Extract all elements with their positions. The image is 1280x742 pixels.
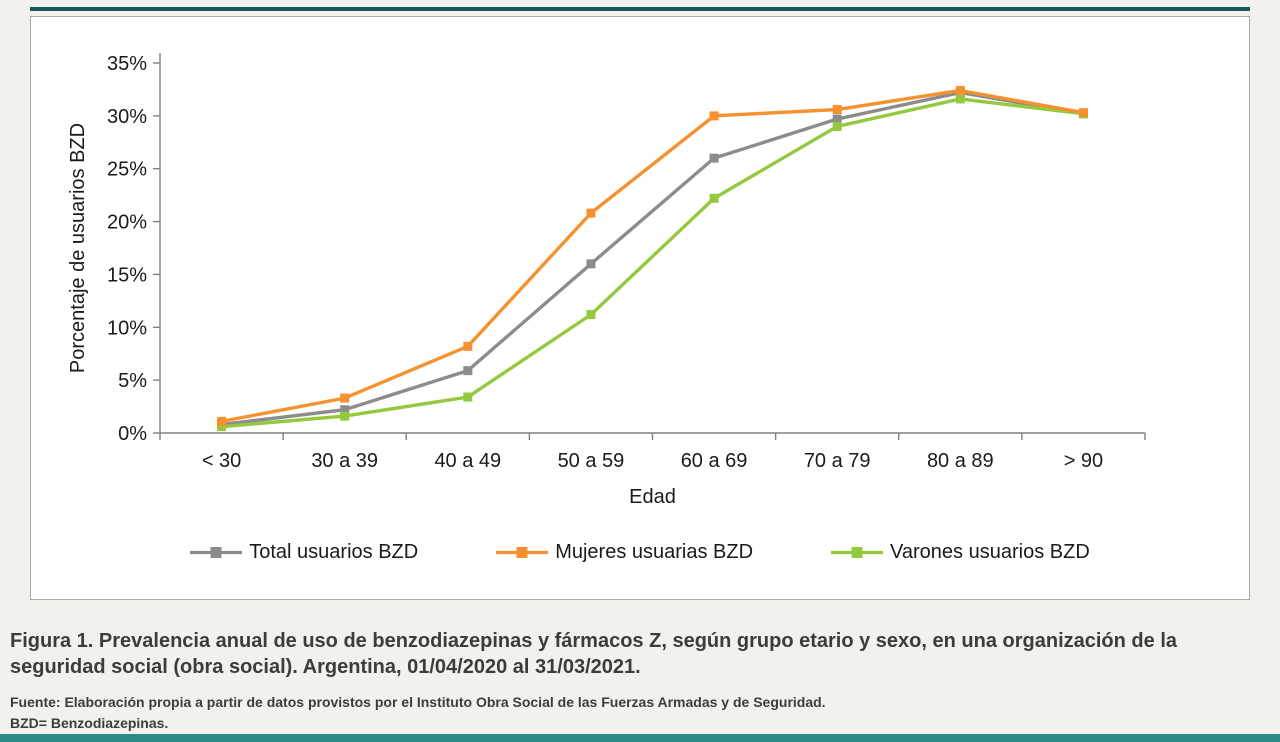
data-point-marker (832, 105, 842, 115)
data-point-marker (340, 393, 350, 403)
legend-marker (831, 547, 884, 558)
data-point-marker (832, 114, 842, 124)
y-axis: 0% 5% 10% 15% 20% 25% 30% 35% Porcentaje de usua… (67, 53, 161, 445)
x-tick-label: 50 a 59 (558, 450, 625, 472)
x-tick-label: < 30 (202, 450, 241, 472)
top-accent-bar (30, 7, 1250, 11)
figure-caption: Figura 1. Prevalencia anual de uso de be… (10, 630, 1177, 678)
y-tick-label: 10% (107, 317, 147, 339)
data-point-marker (709, 193, 719, 203)
x-tick-label: 40 a 49 (434, 450, 501, 472)
data-point-marker (217, 422, 227, 432)
legend-item-varones-usuarios-bzd: Varones usuarios BZD (831, 541, 1090, 564)
data-point-marker (832, 121, 842, 131)
x-axis-title: Edad (629, 486, 676, 508)
figure-caption-block: Figura 1. Prevalencia anual de uso de be… (0, 600, 1280, 734)
data-point-marker (709, 153, 719, 163)
chart-panel: 0% 5% 10% 15% 20% 25% 30% 35% Porcentaje de usua… (30, 16, 1250, 600)
x-tick-label: 70 a 79 (804, 450, 871, 472)
series-mujeres-usuarias-bzd (217, 85, 1088, 426)
series-line (221, 97, 1084, 429)
y-tick-label: 15% (107, 264, 147, 286)
legend-item-total-usuarios-bzd: Total usuarios BZD (190, 541, 418, 564)
legend-marker (190, 547, 243, 558)
data-point-marker (217, 416, 227, 426)
series-line (221, 90, 1084, 427)
x-tick-label: > 90 (1064, 450, 1103, 472)
y-axis-title: Porcentaje de usuarios BZD (67, 123, 89, 373)
legend-label: Total usuarios BZD (249, 541, 419, 563)
data-point-marker (586, 310, 596, 320)
y-tick-label: 0% (118, 423, 147, 445)
legend-item-mujeres-usuarias-bzd: Mujeres usuarias BZD (496, 541, 753, 564)
bottom-accent-bar (0, 734, 1280, 742)
data-point-marker (340, 405, 350, 415)
y-tick-label: 35% (107, 53, 147, 75)
x-tick-label: 30 a 39 (311, 450, 378, 472)
data-point-marker (955, 94, 965, 104)
y-tick-label: 30% (107, 106, 147, 128)
series-varones-usuarios-bzd (217, 94, 1088, 432)
legend-label: Mujeres usuarias BZD (555, 541, 754, 563)
figure-source: Fuente: Elaboración propia a partir de d… (10, 694, 826, 710)
y-tick-label: 5% (118, 370, 147, 392)
data-point-marker (463, 366, 473, 376)
chart-legend: Total usuarios BZD Mujeres usuarias BZD Va… (31, 541, 1249, 564)
data-point-marker (709, 111, 719, 121)
x-tick-label: 80 a 89 (927, 450, 994, 472)
legend-label: Varones usuarios BZD (890, 541, 1090, 563)
series-line (221, 88, 1084, 424)
x-tick-label: 60 a 69 (681, 450, 748, 472)
figure-note: BZD= Benzodiazepinas. (10, 715, 169, 731)
data-point-marker (586, 208, 596, 218)
data-point-marker (586, 259, 596, 269)
data-point-marker (463, 341, 473, 351)
data-point-marker (1078, 108, 1088, 118)
data-point-marker (955, 85, 965, 95)
y-tick-label: 20% (107, 212, 147, 234)
legend-marker (496, 547, 549, 558)
prevalence-line-chart: 0% 5% 10% 15% 20% 25% 30% 35% Porcentaje de usua… (67, 53, 1146, 508)
data-point-marker (340, 411, 350, 421)
data-point-marker (463, 392, 473, 402)
x-axis: < 30 30 a 39 40 a 49 50 a 59 60 a 69 70 a 79 8… (159, 432, 1146, 508)
y-tick-label: 25% (107, 159, 147, 181)
